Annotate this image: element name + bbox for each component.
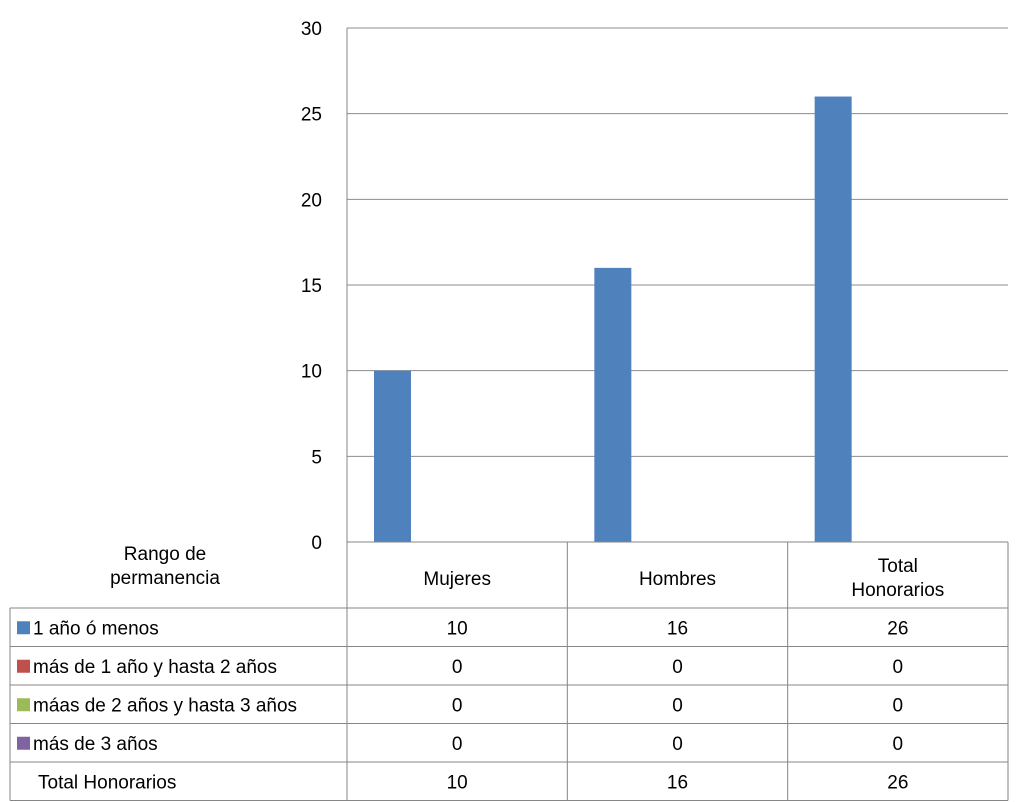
y-tick-label: 20 <box>301 190 322 211</box>
table-cell-value: 10 <box>447 618 468 639</box>
y-tick-label: 25 <box>301 105 322 126</box>
y-tick-label: 5 <box>311 447 322 468</box>
y-tick-label: 30 <box>301 19 322 40</box>
legend-swatch <box>17 698 30 712</box>
category-label: Hombres <box>639 569 716 590</box>
series-label: más de 1 año y hasta 2 años <box>33 657 277 678</box>
total-row-label: Total Honorarios <box>38 772 176 793</box>
table-cell-value: 0 <box>672 657 683 678</box>
table-cell-value: 26 <box>887 772 908 793</box>
table-cell-value: 0 <box>893 695 904 716</box>
table-cell-value: 0 <box>452 657 463 678</box>
series-label: más de 3 años <box>33 734 158 755</box>
category-label: Total Honorarios <box>851 556 944 601</box>
table-cell-value: 0 <box>452 734 463 755</box>
table-cell-value: 16 <box>667 618 688 639</box>
table-cell-value: 0 <box>893 657 904 678</box>
table-cell-value: 26 <box>887 618 908 639</box>
table-cell-value: 0 <box>893 734 904 755</box>
table-cell-value: 0 <box>452 695 463 716</box>
table-cell-value: 16 <box>667 772 688 793</box>
series-label: máas de 2 años y hasta 3 años <box>33 695 297 716</box>
legend-swatch <box>17 659 30 673</box>
category-label: Mujeres <box>423 569 491 590</box>
bar-3-series-1 <box>814 96 852 543</box>
table-cell-value: 0 <box>672 734 683 755</box>
legend-swatch <box>17 736 30 750</box>
table-cell-value: 0 <box>672 695 683 716</box>
series-label: 1 año ó menos <box>33 618 159 639</box>
legend-swatch <box>17 621 30 635</box>
y-tick-label: 15 <box>301 276 322 297</box>
y-tick-label: 10 <box>301 362 322 383</box>
bar-1-series-1 <box>374 370 411 542</box>
bar-2-series-1 <box>594 267 632 542</box>
table-header-label: Rango de permanencia <box>110 544 220 589</box>
y-tick-label: 0 <box>311 533 322 554</box>
table-cell-value: 10 <box>447 772 468 793</box>
